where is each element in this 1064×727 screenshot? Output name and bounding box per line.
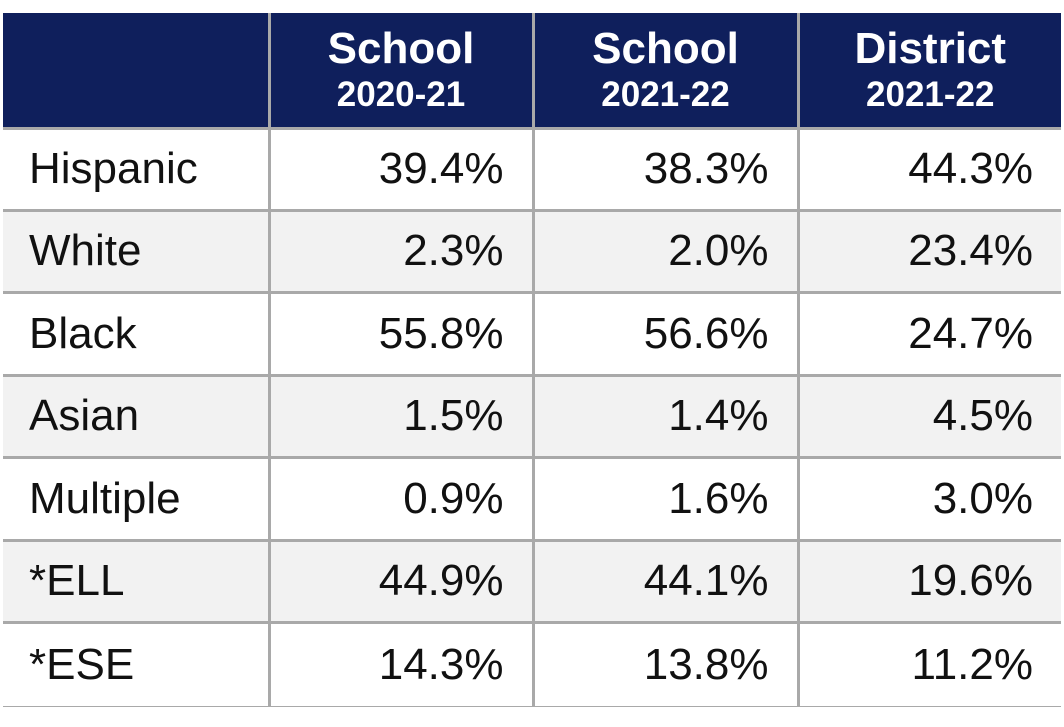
row-label: *ELL — [29, 556, 125, 605]
value: 44.1% — [643, 556, 769, 605]
value: 4.5% — [932, 391, 1033, 440]
row-label: Hispanic — [29, 144, 198, 193]
value: 11.2% — [911, 639, 1034, 689]
value-cell: 19.6% — [799, 541, 1061, 621]
value: 38.3% — [643, 144, 769, 193]
row-label-cell: Multiple — [3, 458, 268, 539]
value-cell: 14.3% — [270, 623, 532, 706]
row-label-cell: Hispanic — [3, 129, 268, 209]
value-cell: 11.2% — [799, 623, 1061, 706]
value: 24.7% — [908, 308, 1033, 358]
value-cell: 3.0% — [799, 458, 1061, 539]
value-cell: 0.9% — [270, 458, 532, 539]
value: 3.0% — [932, 473, 1033, 523]
value: 44.3% — [908, 144, 1033, 193]
header-cell: School 2020-21 — [270, 13, 532, 127]
value: 1.6% — [668, 473, 769, 523]
row-label-cell: *ESE — [3, 623, 268, 706]
header-cell — [3, 13, 268, 127]
value: 19.6% — [908, 556, 1033, 605]
value-cell: 23.4% — [799, 211, 1061, 291]
row-label: Multiple — [29, 473, 181, 523]
value-cell: 44.1% — [534, 541, 797, 621]
value-cell: 4.5% — [799, 376, 1061, 456]
value: 39.4% — [378, 144, 504, 193]
row-label: *ESE — [29, 639, 135, 689]
value-cell: 2.3% — [270, 211, 532, 291]
header-title: School — [592, 23, 739, 73]
row-label-cell: Asian — [3, 376, 268, 456]
value: 44.9% — [378, 556, 504, 605]
header-cell: School 2021-22 — [534, 13, 797, 127]
value: 23.4% — [908, 226, 1033, 275]
value: 2.3% — [403, 226, 504, 275]
header-title: School — [327, 23, 475, 73]
value-cell: 56.6% — [534, 293, 797, 374]
header-year: 2021-22 — [866, 74, 995, 114]
value: 1.5% — [403, 391, 504, 440]
value-cell: 1.4% — [534, 376, 797, 456]
row-label: Black — [29, 308, 137, 358]
value: 0.9% — [403, 473, 504, 523]
value: 13.8% — [643, 639, 769, 689]
value-cell: 24.7% — [799, 293, 1061, 374]
value: 1.4% — [668, 391, 769, 440]
value: 2.0% — [668, 226, 769, 275]
row-label-cell: Black — [3, 293, 268, 374]
value-cell: 1.6% — [534, 458, 797, 539]
header-year: 2021-22 — [601, 74, 730, 114]
header-title: District — [854, 23, 1007, 73]
value-cell: 55.8% — [270, 293, 532, 374]
value-cell: 1.5% — [270, 376, 532, 456]
demographics-table: School 2020-21 School 2021-22 District 2021-2… — [3, 13, 1061, 707]
value-cell: 2.0% — [534, 211, 797, 291]
value: 56.6% — [643, 308, 769, 358]
row-label-cell: White — [3, 211, 268, 291]
row-label-cell: *ELL — [3, 541, 268, 621]
row-label: Asian — [29, 391, 140, 440]
value-cell: 44.3% — [799, 129, 1061, 209]
header-year: 2020-21 — [336, 74, 466, 114]
value-cell: 13.8% — [534, 623, 797, 706]
value: 55.8% — [378, 308, 504, 358]
row-label: White — [29, 226, 142, 275]
value-cell: 39.4% — [270, 129, 532, 209]
value-cell: 44.9% — [270, 541, 532, 621]
header-cell: District 2021-22 — [799, 13, 1061, 127]
value: 14.3% — [378, 639, 504, 689]
value-cell: 38.3% — [534, 129, 797, 209]
